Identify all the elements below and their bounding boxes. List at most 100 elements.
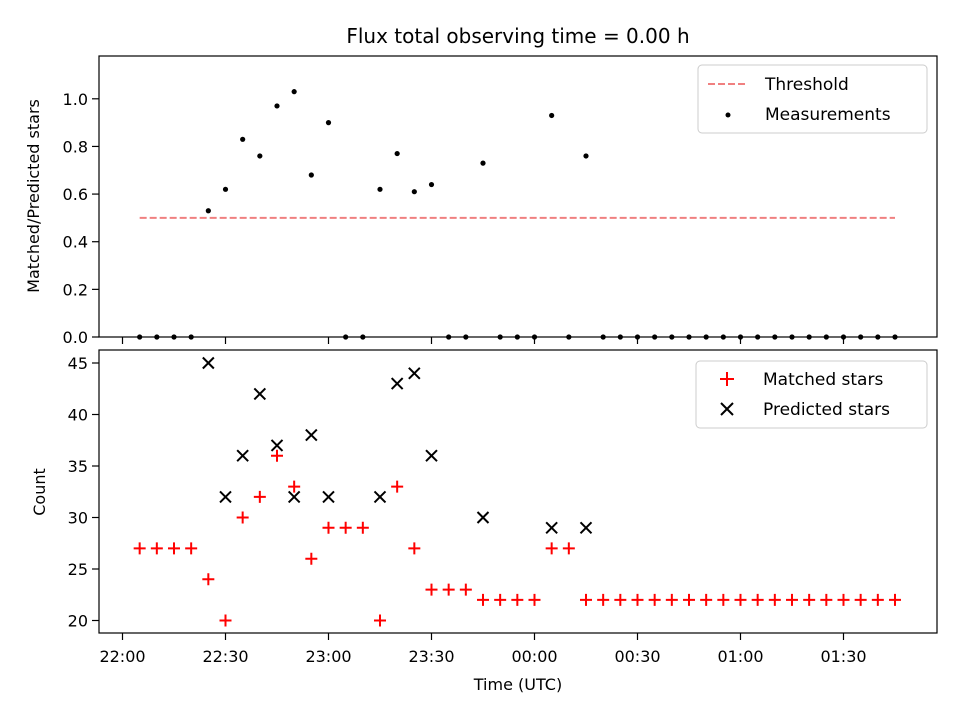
top-y-tick-label: 0.0 [63,328,88,347]
top-y-tick-label: 1.0 [63,90,88,109]
predicted-star-point [579,521,593,535]
matched-star-point [219,614,232,627]
measurement-point [411,189,417,195]
matched-star-point [734,593,747,606]
matched-star-point [614,593,627,606]
matched-star-point [288,480,301,493]
predicted-star-point [390,377,404,390]
legend-matched-label: Matched stars [763,370,883,390]
predicted-star-point [202,356,215,370]
top-axes-frame [98,55,938,338]
top-legend-box [697,64,928,134]
matched-star-point [356,521,369,534]
matched-star-point [579,593,592,606]
measurement-point [480,160,486,166]
predicted-star-point [236,449,249,462]
bottom-y-tick-label: 20 [68,612,88,631]
matched-star-point [150,542,163,555]
bottom-y-tick-label: 40 [68,406,88,425]
top-legend: Threshold Measurements [697,64,928,134]
predicted-star-point [476,511,490,524]
bottom-y-tick-label: 25 [68,560,88,579]
measurement-point [325,120,332,126]
bottom-x-ticks: 22:00 22:30 23:00 23:30 00:00 00:30 01:00 01:30 [99,633,867,666]
matched-star-point [408,542,421,555]
matched-star-point [682,593,695,606]
predicted-star-point [270,439,284,452]
legend-predicted-label: Predicted stars [763,400,890,420]
legend-matched-marker [720,372,734,386]
bottom-y-tick-label: 45 [68,354,88,373]
legend-predicted-marker [720,402,734,416]
predicted-star-point [287,490,301,504]
legend-measurements-marker [725,112,731,118]
top-chart-title: Flux total observing time = 0.00 h [346,24,689,48]
matched-star-point [202,573,215,586]
top-y-ticks: 0.0 0.2 0.4 0.6 0.8 1.0 [63,90,99,347]
measurement-point [274,103,280,109]
matched-star-point [476,593,489,606]
matched-star-point [322,521,335,534]
matched-star-point [888,593,901,606]
top-y-tick-label: 0.4 [63,233,88,252]
matched-star-point [270,449,283,462]
bottom-legend: Matched stars Predicted stars [695,360,928,429]
bottom-x-tick-label: 01:00 [717,647,763,666]
matched-star-point [391,480,404,493]
top-y-tick-label: 0.8 [63,137,88,156]
legend-measurements-label: Measurements [765,105,891,125]
measurement-point [549,112,555,119]
matched-star-point [305,552,318,565]
matched-star-point [236,511,249,524]
legend-threshold-label: Threshold [764,75,849,95]
matched-star-point [185,542,198,555]
matched-star-point [648,593,661,606]
matched-star-point [597,593,610,606]
bottom-y-axis-label: Count [30,468,49,516]
predicted-star-point [545,521,558,535]
bottom-y-tick-label: 30 [68,509,88,528]
measurement-point [205,208,211,214]
matched-star-point [700,593,713,606]
matched-star-point [545,542,558,555]
matched-star-point [665,593,678,606]
top-panel: Matched/Predicted stars 0.0 0.2 0.4 0.6 0.8 1… [24,55,938,347]
bottom-x-tick-label: 00:30 [614,647,660,666]
predicted-star-point [322,490,335,504]
predicted-star-point [373,490,387,504]
bottom-plot-marks [133,356,901,627]
measurement-point [583,153,589,159]
matched-star-point [511,593,524,606]
bottom-x-tick-label: 23:30 [408,647,454,666]
top-x-ticks [121,337,845,344]
predicted-star-point [425,449,438,462]
bottom-panel: Count Time (UTC) 20 25 30 35 40 45 22:00 22:30… [30,349,938,694]
matched-star-point [373,614,386,627]
matched-star-point [562,542,575,555]
measurement-point [428,181,435,188]
matched-star-point [820,593,833,606]
bottom-x-axis-label: Time (UTC) [473,675,562,694]
matched-star-point [425,583,438,596]
bottom-legend-box [695,360,928,429]
matched-star-point [167,542,180,555]
bottom-axes-frame [98,349,938,634]
measurement-point [257,153,263,159]
bottom-x-tick-label: 22:00 [99,647,145,666]
matched-star-point [803,593,816,606]
matched-star-point [442,583,455,596]
matched-star-point [854,593,867,606]
matched-star-point [631,593,644,606]
measurement-point [308,172,314,178]
measurement-point [240,136,246,142]
matched-star-point [339,521,352,534]
top-y-tick-label: 0.6 [63,185,88,204]
measurement-point [291,89,297,95]
matched-star-point [768,593,781,606]
matched-star-point [717,593,730,606]
matched-star-point [253,490,266,503]
bottom-y-ticks: 20 25 30 35 40 45 [68,354,99,631]
bottom-x-tick-label: 23:00 [305,647,351,666]
matched-star-point [459,583,472,596]
